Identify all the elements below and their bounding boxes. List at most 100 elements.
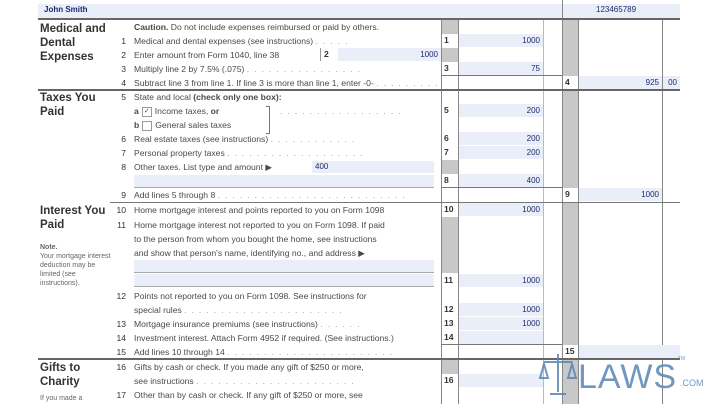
box-num: 7 [444,147,449,157]
line-number: 5 [121,92,126,102]
rule [38,89,680,91]
line-8-extra-input[interactable] [134,175,434,188]
gray-strip [442,217,458,273]
line-8-input[interactable]: 400 [459,174,543,187]
line-13-text: Mortgage insurance premiums (see instruc… [134,319,365,329]
line-10-text: Home mortgage interest and points report… [134,205,385,215]
rule [38,358,680,360]
line-number: 15 [116,347,126,357]
section-interest: Interest You Paid [40,205,106,231]
line-number: 4 [121,78,126,88]
taxpayer-name[interactable]: John Smith [44,5,88,14]
line-number: 9 [121,190,126,200]
field-bg [312,161,434,173]
inner-cents-divider [543,19,544,404]
box-num: 10 [444,204,454,214]
line-2-box-number: 2 [320,48,338,61]
gifts-note: If you made a [40,395,83,402]
box-num: 12 [444,304,454,314]
line-number: 6 [121,134,126,144]
income-taxes-checkbox[interactable]: ✓ [141,106,152,117]
line-11-input[interactable]: 1000 [459,274,543,287]
line-number: 8 [121,162,126,172]
line-number: 14 [116,333,126,343]
line-1-input[interactable]: 1000 [459,34,543,47]
box-num: 4 [565,77,570,87]
rule [110,202,680,203]
line-6-text: Real estate taxes (see instructions) ...… [134,134,360,144]
line-9-input[interactable]: 1000 [579,188,662,201]
box-num: 14 [444,332,454,342]
line-15-input[interactable] [579,345,680,358]
line-11-address-input-2[interactable] [134,274,434,287]
section-taxes: Taxes You Paid [40,92,96,118]
line-number: 1 [121,36,126,46]
rule [38,18,680,20]
line-2-text: Enter amount from Form 1040, line 38 [134,50,280,60]
line-16-input[interactable] [459,374,543,387]
line-12-text-2: special rules ...................... [134,305,347,315]
box-num: 13 [444,318,454,328]
inner-number-divider [458,19,459,404]
line-3-input[interactable]: 75 [459,62,543,75]
scales-icon [538,354,578,395]
ssn-field[interactable]: 123465789 [596,5,637,14]
line-8-type-input[interactable]: 400 [315,162,329,171]
rule [441,75,562,76]
line-5-input[interactable]: 200 [459,104,543,117]
line-number: 17 [116,390,126,400]
section-medical: Medical and Dental Expenses [40,23,106,63]
caption: Caution. Do not include expenses reimbur… [134,22,380,32]
header-band [38,4,680,18]
gray-strip [563,91,578,188]
gray-strip [442,48,458,62]
line-number: 13 [116,319,126,329]
section-gifts: Gifts to Charity [40,362,81,388]
line-number: 16 [116,362,126,372]
box-num: 11 [444,275,454,285]
rule [441,344,562,345]
line-5-text: State and local (check only one box): [134,92,282,102]
line-3-text: Multiply line 2 by 7.5% (.075) .........… [134,64,365,74]
line-number: 10 [116,205,126,215]
general-sales-taxes-checkbox[interactable] [142,120,153,131]
box-num: 3 [444,63,449,73]
line-12-input[interactable]: 1000 [459,303,543,316]
interest-note-title: Note. [40,244,58,251]
box-num: 8 [444,175,449,185]
line-number: 7 [121,148,126,158]
inner-box-left-border [441,19,442,404]
line-14-input[interactable] [459,331,543,344]
line-15-text: Add lines 10 through 14 ................… [134,347,398,357]
line-number: 3 [121,64,126,74]
box-num: 1 [444,35,449,45]
gray-strip [442,360,458,374]
line-4-cents[interactable]: 00 [663,76,680,89]
line-16-text-2: see instructions ...................... [134,376,359,386]
line-1-text: Medical and dental expenses (see instruc… [134,36,353,46]
line-number: 11 [117,220,126,230]
laws-logo: LAWS .COM TM [538,350,704,403]
line-number: 12 [116,291,126,301]
line-14-text: Investment interest. Attach Form 4952 if… [134,333,394,343]
box-num: 6 [444,133,449,143]
right-cents-divider [662,19,663,404]
line-13-input[interactable]: 1000 [459,317,543,330]
rule [441,187,562,188]
box-num: 5 [444,105,449,115]
line-2-input[interactable]: 1000 [338,48,441,61]
line-5b: b General sales taxes [134,120,232,131]
box-num: 15 [565,346,575,356]
line-4-input[interactable]: 925 [579,76,662,89]
line-12-text-1: Points not reported to you on Form 1098.… [134,291,367,301]
interest-note: Your mortgage interest deduction may be … [40,253,111,287]
line-11-address-input[interactable] [134,260,434,273]
line-6-input[interactable]: 200 [459,132,543,145]
line-7-text: Personal property taxes ................… [134,148,368,158]
line-9-text: Add lines 5 through 8 ..................… [134,190,410,200]
box-num: 16 [444,375,454,385]
line-10-input[interactable]: 1000 [459,203,543,216]
line-16-text-1: Gifts by cash or check. If you made any … [134,362,364,372]
line-11-text-1: Home mortgage interest not reported to y… [134,220,385,230]
line-7-input[interactable]: 200 [459,146,543,159]
